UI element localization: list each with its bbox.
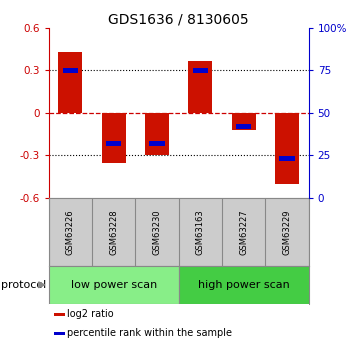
Bar [58, 52, 82, 113]
Bar [106, 141, 121, 146]
Bar [63, 68, 78, 73]
Text: high power scan: high power scan [198, 280, 290, 290]
Bar [232, 113, 256, 130]
Bar [54, 332, 65, 335]
Bar [279, 156, 295, 160]
Bar [102, 113, 126, 163]
Text: protocol: protocol [1, 280, 46, 290]
Bar [149, 141, 165, 146]
Bar [145, 113, 169, 155]
Bar [54, 313, 65, 316]
Bar [49, 266, 179, 304]
Bar [275, 113, 299, 184]
Text: GSM63227: GSM63227 [239, 209, 248, 255]
Text: log2 ratio: log2 ratio [68, 309, 114, 319]
Text: GSM63230: GSM63230 [153, 209, 161, 255]
Text: low power scan: low power scan [71, 280, 157, 290]
Bar [179, 266, 309, 304]
Title: GDS1636 / 8130605: GDS1636 / 8130605 [108, 12, 249, 27]
Text: GSM63229: GSM63229 [283, 209, 291, 255]
Text: GSM63226: GSM63226 [66, 209, 75, 255]
Bar [188, 61, 212, 113]
Text: percentile rank within the sample: percentile rank within the sample [68, 328, 232, 338]
Text: GSM63163: GSM63163 [196, 209, 205, 255]
Bar [193, 68, 208, 73]
Text: GSM63228: GSM63228 [109, 209, 118, 255]
Bar [236, 125, 251, 129]
